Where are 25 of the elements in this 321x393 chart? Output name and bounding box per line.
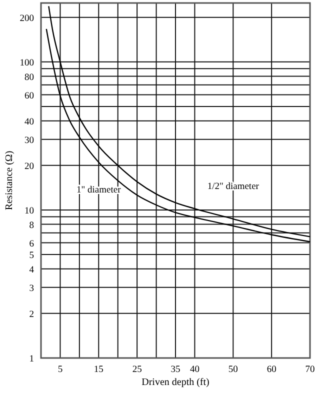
y-tick-label: 100 [20,58,34,68]
y-axis-title: Resistance (Ω) [4,150,15,210]
x-tick-label: 60 [266,365,277,375]
x-tick-label: 40 [190,365,200,375]
x-tick-label: 70 [305,365,315,375]
x-tick-label: 5 [58,365,63,375]
y-tick-label: 6 [29,239,34,250]
y-tick-label: 60 [24,91,34,102]
x-tick-label: 35 [170,365,180,375]
y-tick-label: 2 [29,310,34,320]
y-tick-label: 3 [29,284,34,294]
y-tick-label: 80 [24,72,34,83]
y-tick-label: 200 [20,14,34,24]
y-tick-label: 30 [24,136,34,146]
y-tick-label: 10 [24,206,34,216]
y-tick-label: 1 [29,354,34,364]
y-tick-label: 20 [24,162,34,172]
y-tick-label: 8 [29,220,34,231]
x-tick-label: 25 [132,365,142,375]
x-axis-title: Driven depth (ft) [142,377,210,388]
x-tick-label: 50 [228,365,238,375]
y-tick-label: 4 [29,265,34,276]
y-tick-label: 40 [24,117,34,128]
y-tick-label: 5 [29,251,34,262]
x-tick-label: 15 [94,365,104,375]
